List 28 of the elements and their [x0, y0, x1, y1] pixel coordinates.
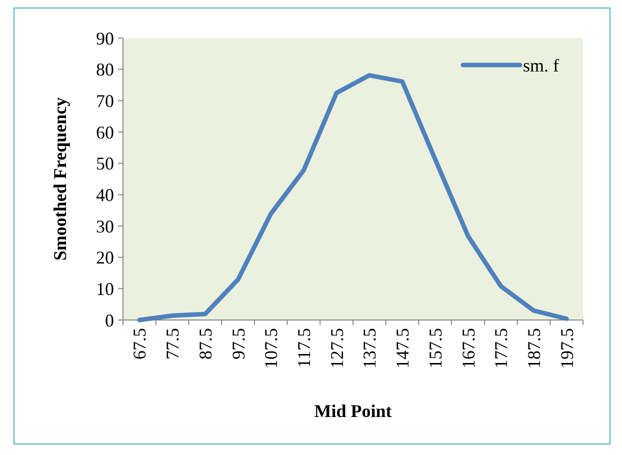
x-tick-label: 187.5	[524, 328, 544, 368]
legend-label: sm. f	[523, 55, 560, 76]
x-tick-label: 97.5	[228, 328, 248, 360]
y-tick-label: 50	[96, 154, 114, 174]
x-tick-label: 67.5	[130, 328, 150, 360]
x-tick-label: 157.5	[425, 328, 446, 368]
y-tick-label: 0	[105, 310, 114, 330]
x-tick-label: 77.5	[162, 328, 183, 360]
x-tick-label: 117.5	[294, 328, 314, 368]
y-tick-label: 40	[96, 184, 114, 205]
x-tick-label: 197.5	[556, 328, 577, 368]
x-tick-label: 147.5	[392, 328, 413, 368]
x-tick-label: 127.5	[326, 328, 347, 368]
x-tick-label: 87.5	[195, 328, 216, 360]
x-tick-label: 167.5	[458, 328, 478, 368]
y-tick-label: 60	[96, 122, 114, 142]
x-tick-label: 107.5	[261, 328, 282, 368]
y-tick-label: 90	[96, 28, 114, 48]
x-axis-title: Mid Point	[314, 401, 392, 421]
y-tick-label: 30	[96, 216, 114, 236]
x-tick-label: 177.5	[491, 328, 512, 368]
y-tick-label: 70	[96, 90, 114, 111]
y-tick-label: 80	[96, 60, 114, 80]
line-series	[137, 73, 569, 322]
x-tick-label: 137.5	[360, 328, 380, 368]
y-axis-title: Smoothed Frequency	[50, 97, 70, 261]
y-tick-label: 10	[96, 278, 114, 299]
y-tick-label: 20	[96, 248, 114, 268]
